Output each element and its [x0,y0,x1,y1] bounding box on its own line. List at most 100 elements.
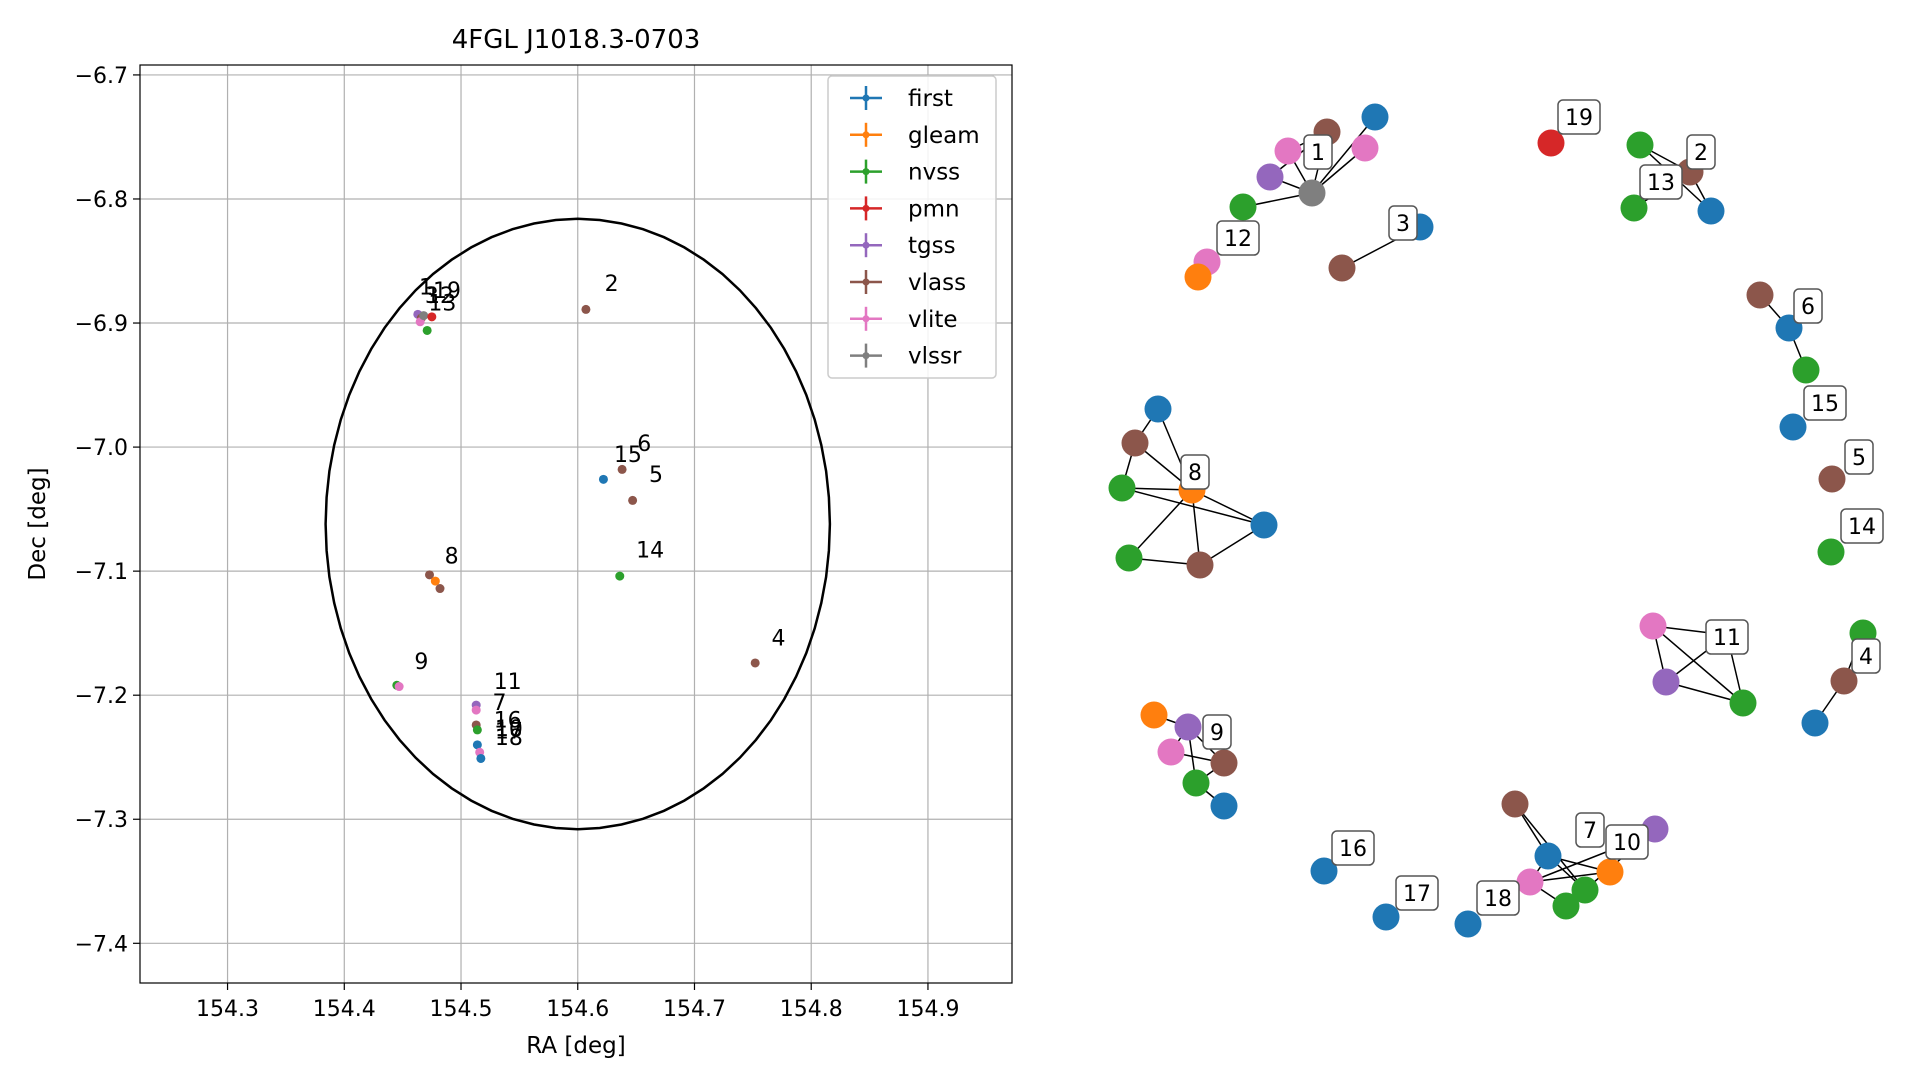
legend-entry: pmn [850,196,960,222]
node-label-box [1388,205,1418,241]
node-label-box [1803,385,1847,421]
node-label-box [1840,508,1884,544]
legend-marker-dot [862,241,870,249]
node-label-box [1202,714,1232,750]
graph-node [1108,474,1136,502]
y-tick-label: −7.1 [75,560,128,585]
legend-label: vlite [908,307,958,333]
chart-title: 4FGL J1018.3-0703 [452,25,701,55]
graph-node [1274,137,1302,165]
node-label-box [1844,439,1874,475]
graph-node [1328,254,1356,282]
node-label-box [1476,880,1520,916]
node-label: 14 [1840,508,1884,544]
graph-edge [1121,487,1265,526]
legend-marker-dot [862,278,870,286]
data-point [750,658,760,668]
node-label-box [1395,875,1439,911]
legend-label: first [908,86,953,112]
x-tick-label: 154.9 [896,997,959,1022]
node-label-box [1180,454,1210,490]
y-tick-label: −6.7 [75,64,128,89]
graph-node [1801,709,1829,737]
graph-node [1454,910,1482,938]
data-point [422,325,432,335]
node-label: 5 [1844,439,1874,475]
x-tick-label: 154.7 [663,997,726,1022]
graph-node [1182,769,1210,797]
node-label-text: 16 [1339,837,1367,862]
graph-node [1501,790,1529,818]
node-label-text: 10 [1613,831,1641,856]
node-label-text: 11 [1713,626,1741,651]
plot-frame [139,64,1013,984]
data-point [427,312,437,322]
point-annotation: 2 [605,272,619,297]
x-tick-label: 154.4 [313,997,376,1022]
graph-node [1830,667,1858,695]
graph-node [1552,892,1580,920]
y-tick-label: −7.4 [75,932,128,957]
node-label: 2 [1686,134,1716,170]
x-tick-label: 154.8 [780,997,843,1022]
graph-edge [1311,116,1376,194]
graph-node [1746,281,1774,309]
graph-edge [1128,489,1193,559]
node-label-text: 13 [1647,171,1675,196]
node-label: 1 [1303,134,1333,170]
point-annotation: 3 [425,284,439,309]
graph-node [1626,131,1654,159]
point-annotation: 11 [494,670,522,695]
node-label-text: 4 [1859,645,1873,670]
point-annotation: 14 [636,538,664,563]
point-annotation: 6 [637,432,651,457]
legend-label: gleam [908,123,980,149]
node-label: 8 [1180,454,1210,490]
x-tick-label: 154.5 [430,997,493,1022]
node-label-text: 15 [1811,392,1839,417]
y-axis-ticks: −6.7 −6.8 −6.9 −7.0 −7.1 −7.2 −7.3 −7.4 [75,64,140,957]
data-point [472,725,482,735]
data-point [419,311,429,321]
y-tick-label: −6.8 [75,188,128,213]
graph-node [1186,551,1214,579]
graph-node [1210,749,1238,777]
graph-node [1779,413,1807,441]
node-label: 12 [1216,220,1260,256]
node-label: 4 [1851,638,1881,674]
legend-entry: nvss [850,159,960,186]
legend-entry: vlite [850,306,958,333]
graph-node [1298,179,1326,207]
node-label: 13 [1639,164,1683,200]
data-point [617,464,627,474]
legend-label: tgss [908,233,956,259]
point-annotation: 19 [433,279,461,304]
node-label-box [1851,638,1881,674]
node-label-box [1686,134,1716,170]
node-label-text: 9 [1210,721,1224,746]
point-annotation: 13 [428,292,456,317]
y-tick-label: −7.2 [75,684,128,709]
node-label: 16 [1331,830,1375,866]
node-label: 7 [1575,812,1605,848]
graph-node [1121,429,1149,457]
node-label-box [1303,134,1333,170]
x-axis-ticks: 154.3 154.4 154.5 154.6 154.7 154.8 154.9 [196,983,959,1022]
node-label-box [1331,830,1375,866]
point-annotation: 8 [445,545,459,570]
node-label-text: 7 [1583,819,1597,844]
y-tick-label: −7.3 [75,808,128,833]
graph-node [1157,738,1185,766]
graph-node [1115,544,1143,572]
graph-node [1571,876,1599,904]
node-label: 11 [1705,619,1749,655]
legend-marker-dot [862,204,870,212]
node-label-text: 6 [1801,295,1815,320]
graph-node [1210,792,1238,820]
graph-node [1310,857,1338,885]
node-label-box [1605,824,1649,860]
node-label: 6 [1793,288,1823,324]
